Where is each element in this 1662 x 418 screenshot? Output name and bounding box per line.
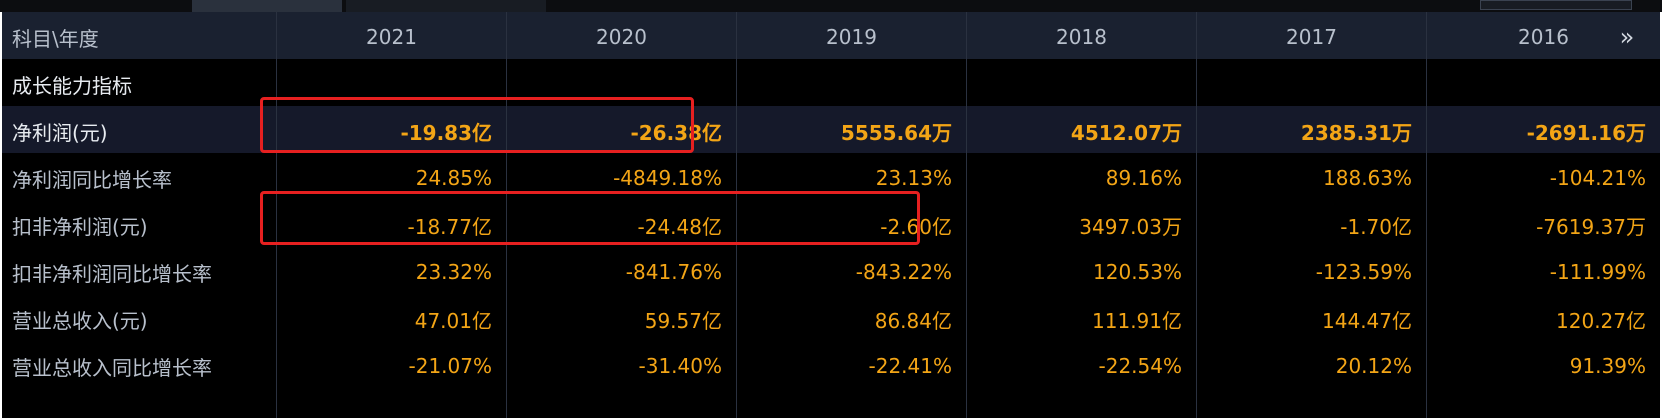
table-row-total-revenue-yoy[interactable]: 营业总收入同比增长率 -21.07% -31.40% -22.41% -22.5… — [2, 341, 1660, 392]
table-cell: -7619.37万 — [1536, 214, 1646, 239]
year-header-2020[interactable]: 2020 — [507, 12, 737, 62]
year-header-2016[interactable]: 2016 — [1518, 25, 1569, 49]
row-label — [2, 388, 277, 418]
table-cell: 144.47亿 — [1197, 294, 1427, 344]
table-cell: -2.60亿 — [737, 200, 967, 250]
table-cell: -1.70亿 — [1197, 200, 1427, 250]
row-label: 营业总收入(元) — [2, 294, 277, 344]
table-cell: 2385.31万 — [1197, 106, 1427, 156]
table-cell — [507, 388, 737, 418]
toolbar-tab-active[interactable] — [192, 0, 342, 12]
toolbar-tab[interactable] — [346, 0, 546, 12]
table-cell: 4512.07万 — [967, 106, 1197, 156]
table-cell: -843.22% — [737, 247, 967, 297]
table-cell: -841.76% — [507, 247, 737, 297]
table-cell: 91.39% — [1569, 354, 1646, 378]
table-cell: -26.38亿 — [507, 106, 737, 156]
table-cell: 120.53% — [967, 247, 1197, 297]
financial-indicators-table: 科目\年度 2021 2020 2019 2018 2017 2016 » 成长… — [2, 12, 1660, 418]
table-cell: 111.91亿 — [967, 294, 1197, 344]
header-label-cell: 科目\年度 — [2, 12, 277, 62]
table-cell: -21.07% — [277, 341, 507, 391]
table-cell — [1427, 59, 1660, 109]
table-cell — [277, 388, 507, 418]
table-cell: 47.01亿 — [277, 294, 507, 344]
table-cell: -19.83亿 — [277, 106, 507, 156]
table-cell — [1197, 388, 1427, 418]
row-label: 净利润同比增长率 — [2, 153, 277, 203]
table-cell — [1427, 388, 1660, 418]
table-cell: -22.41% — [737, 341, 967, 391]
table-cell: 86.84亿 — [737, 294, 967, 344]
table-row-deducted-net-profit-yoy[interactable]: 扣非净利润同比增长率 23.32% -841.76% -843.22% 120.… — [2, 247, 1660, 298]
table-cell: -104.21% — [1549, 166, 1646, 190]
table-cell: -31.40% — [507, 341, 737, 391]
table-cell — [277, 59, 507, 109]
table-cell — [967, 59, 1197, 109]
row-label: 扣非净利润(元) — [2, 200, 277, 250]
year-header-2021[interactable]: 2021 — [277, 12, 507, 62]
toolbar-control[interactable] — [1480, 0, 1632, 10]
table-row-net-profit[interactable]: 净利润(元) -19.83亿 -26.38亿 5555.64万 4512.07万… — [2, 106, 1660, 157]
table-cell: 59.57亿 — [507, 294, 737, 344]
table-cell: -22.54% — [967, 341, 1197, 391]
row-label: 成长能力指标 — [2, 59, 277, 109]
table-cell: 24.85% — [277, 153, 507, 203]
row-label: 净利润(元) — [2, 106, 277, 156]
table-row-partial — [2, 388, 1660, 418]
table-cell — [737, 388, 967, 418]
table-cell: 120.27亿 — [1556, 308, 1646, 333]
table-row-net-profit-yoy[interactable]: 净利润同比增长率 24.85% -4849.18% 23.13% 89.16% … — [2, 153, 1660, 204]
row-label: 营业总收入同比增长率 — [2, 341, 277, 391]
table-cell: 89.16% — [967, 153, 1197, 203]
table-cell: -18.77亿 — [277, 200, 507, 250]
year-header-2017[interactable]: 2017 — [1197, 12, 1427, 62]
table-header-row: 科目\年度 2021 2020 2019 2018 2017 2016 » — [2, 12, 1660, 63]
table-row-total-revenue[interactable]: 营业总收入(元) 47.01亿 59.57亿 86.84亿 111.91亿 14… — [2, 294, 1660, 345]
table-cell: -2691.16万 — [1526, 120, 1646, 145]
table-cell: 23.13% — [737, 153, 967, 203]
table-cell — [967, 388, 1197, 418]
table-cell: 20.12% — [1197, 341, 1427, 391]
double-chevron-right-icon[interactable]: » — [1619, 23, 1635, 51]
table-cell — [507, 59, 737, 109]
toolbar-segment — [0, 0, 190, 12]
table-cell — [737, 59, 967, 109]
table-cell: 23.32% — [277, 247, 507, 297]
table-row-section: 成长能力指标 — [2, 59, 1660, 110]
table-cell: 5555.64万 — [737, 106, 967, 156]
table-cell: -4849.18% — [507, 153, 737, 203]
table-cell: 188.63% — [1197, 153, 1427, 203]
table-cell — [1197, 59, 1427, 109]
table-cell: -24.48亿 — [507, 200, 737, 250]
row-label: 扣非净利润同比增长率 — [2, 247, 277, 297]
table-cell: -111.99% — [1549, 260, 1646, 284]
year-header-2019[interactable]: 2019 — [737, 12, 967, 62]
top-toolbar — [0, 0, 1662, 12]
table-row-deducted-net-profit[interactable]: 扣非净利润(元) -18.77亿 -24.48亿 -2.60亿 3497.03万… — [2, 200, 1660, 251]
table-cell: 3497.03万 — [967, 200, 1197, 250]
year-header-2018[interactable]: 2018 — [967, 12, 1197, 62]
table-cell: -123.59% — [1197, 247, 1427, 297]
